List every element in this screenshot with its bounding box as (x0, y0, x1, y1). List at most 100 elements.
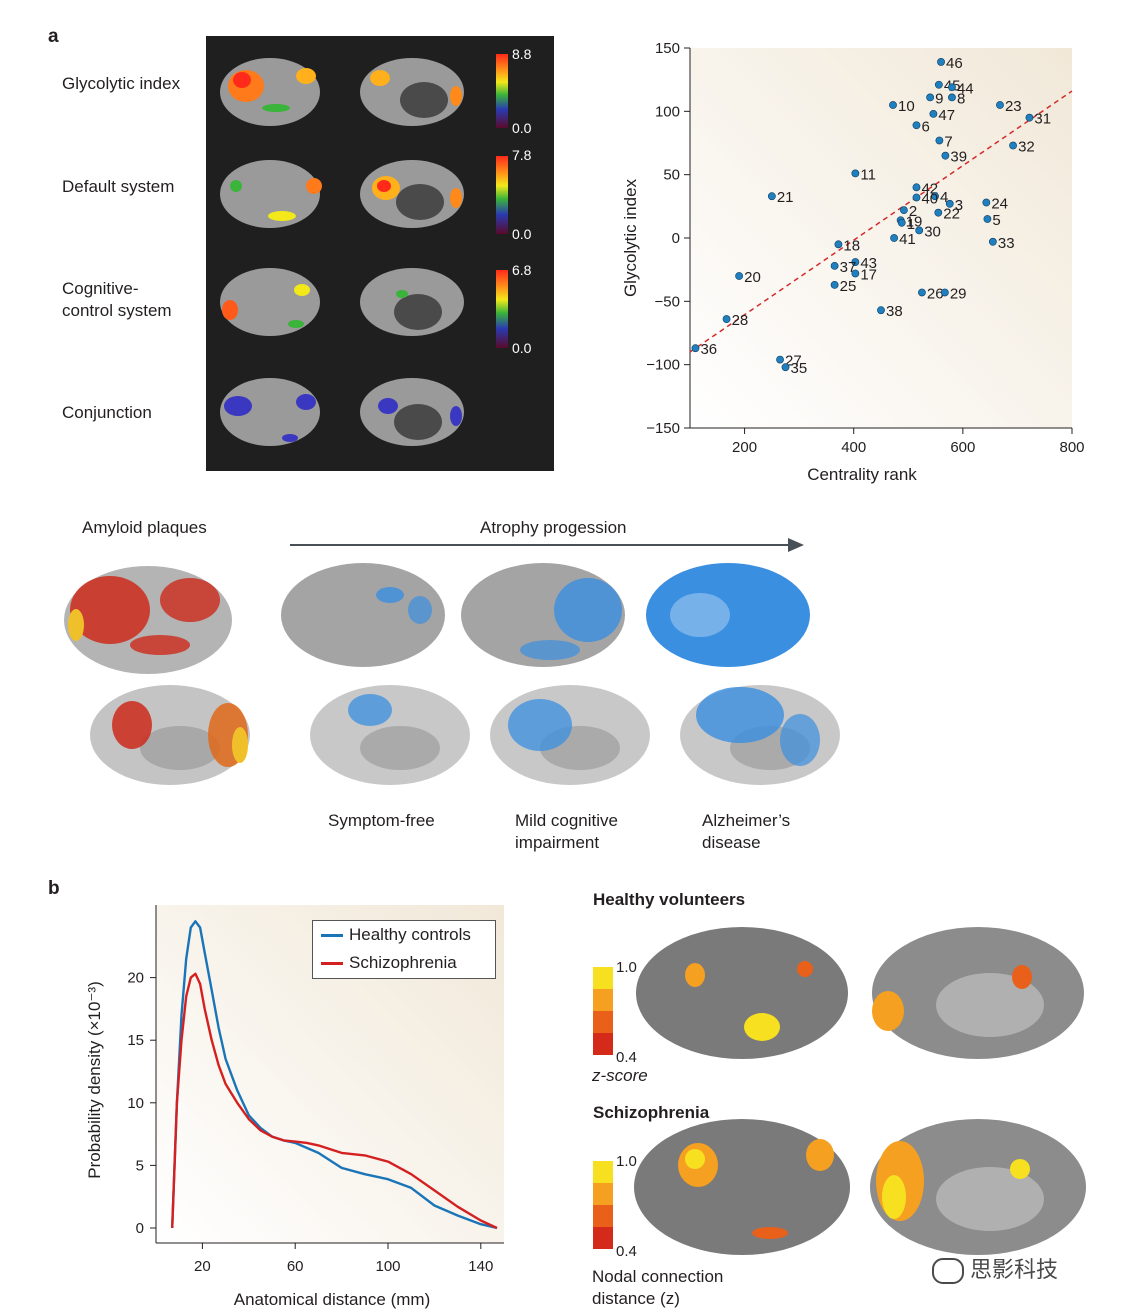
brain-row-cognitive (220, 268, 464, 336)
scatter-point-label: 8 (957, 90, 965, 107)
scatter-point (996, 101, 1004, 109)
scatter-point (722, 315, 731, 323)
atrophy-title: Atrophy progession (480, 518, 627, 537)
scatter-point (851, 169, 860, 178)
density-x-tick-label: 100 (375, 1258, 400, 1275)
scatter-point-label: 6 (921, 118, 929, 135)
scatter-points: 4645449810234731673239114242140324222519… (691, 55, 1051, 377)
scatter-point-label: 39 (950, 149, 967, 166)
scatter-y-tick-label: 150 (655, 40, 680, 57)
zscore-bin-1 (593, 967, 613, 989)
scatter-y-tick-label: −100 (646, 357, 680, 374)
nodal-bin-2 (593, 1183, 613, 1205)
nodal-label: Nodal connection distance (z) (592, 1267, 724, 1308)
scatter-axes: −150 −100 −50 0 50 100 150 200 400 600 800 (646, 40, 1084, 456)
scatter-x-tick-label: 200 (732, 439, 757, 456)
scatter-point (934, 208, 943, 217)
scatter-point-label: 43 (860, 255, 877, 272)
scatter-point-label: 33 (998, 235, 1015, 252)
density-y-tick-label: 0 (136, 1220, 144, 1237)
scatter-point (1009, 141, 1017, 150)
colorbar-cognitive (496, 270, 508, 348)
scatter-point-label: 46 (946, 55, 963, 72)
scatter-point (912, 121, 921, 130)
scatter-point-label: 24 (991, 196, 1008, 213)
scatter-point (735, 272, 744, 280)
schizo-title: Schizophrenia (593, 1103, 710, 1122)
nodal-max-label: 1.0 (616, 1153, 637, 1170)
scatter-point-label: 30 (924, 223, 941, 240)
scatter-point-label: 19 (906, 213, 923, 230)
brain-maps-svg (220, 54, 508, 446)
scatter-point (983, 215, 992, 223)
scatter-point (941, 151, 950, 160)
scatter-point (877, 306, 885, 315)
scatter-y-tick-label: −50 (655, 293, 680, 310)
density-ylabel: Probability density (×10⁻³) (85, 981, 104, 1178)
scatter-point-label: 17 (860, 266, 877, 283)
colorbar-glycolytic-min: 0.0 (512, 120, 532, 136)
density-x-tick-label: 60 (287, 1258, 304, 1275)
scatter-point-label: 28 (732, 312, 749, 329)
atrophy-arrow-head (788, 538, 804, 552)
scatter-point-label: 7 (944, 133, 952, 150)
legend-item-healthy: Healthy controls (321, 924, 471, 946)
row-label-default: Default system (62, 177, 175, 196)
scatter-x-tick-label: 800 (1059, 439, 1084, 456)
zscore-label: z-score (592, 1066, 648, 1085)
schizo-medial-brain (870, 1119, 1086, 1255)
scatter-point (1025, 113, 1034, 122)
nodal-min-label: 0.4 (616, 1243, 637, 1260)
scatter-point-label: 38 (886, 303, 903, 320)
atrophy-symptom-free-lateral (281, 563, 445, 667)
panel-letter-a: a (48, 26, 59, 47)
scatter-point-label: 44 (957, 80, 974, 97)
legend-label-schizo: Schizophrenia (349, 953, 457, 972)
density-lines (171, 920, 498, 1230)
colorbar-glycolytic (496, 54, 508, 128)
watermark: 思影科技 (932, 1252, 1058, 1285)
amyloid-title: Amyloid plaques (82, 518, 207, 537)
row-label-glycolytic: Glycolytic index (62, 74, 181, 93)
scatter-point-label: 29 (950, 285, 967, 302)
colorbar-default (496, 156, 508, 234)
nodal-bin-4 (593, 1227, 613, 1249)
scatter-y-tick-label: −150 (646, 420, 680, 437)
scatter-point-label: 26 (927, 285, 944, 302)
density-y-tick-label: 10 (127, 1095, 144, 1112)
scatter-point-label: 20 (744, 269, 761, 286)
scatter-point (935, 136, 944, 145)
scatter-point (926, 93, 935, 102)
scatter-point-label: 47 (938, 107, 955, 124)
scatter-point (988, 237, 997, 246)
scatter-point-label: 22 (943, 206, 960, 223)
legend-label-healthy: Healthy controls (349, 925, 471, 944)
scatter-point-label: 41 (899, 231, 916, 248)
scatter-point-label: 9 (935, 90, 943, 107)
scatter-point (915, 226, 924, 235)
scatter-point-label: 4 (940, 189, 948, 206)
density-legend: Healthy controls Schizophrenia (312, 920, 496, 979)
density-line-schizo (171, 972, 498, 1230)
scatter-point (937, 58, 945, 66)
scatter-point (776, 355, 784, 364)
healthy-title: Healthy volunteers (593, 890, 746, 909)
colorbar-default-min: 0.0 (512, 226, 532, 242)
healthy-medial-brain (872, 927, 1084, 1059)
scatter-point-label: 25 (840, 278, 857, 295)
scatter-point (948, 83, 956, 92)
scatter-point (889, 101, 897, 109)
scatter-point-label: 32 (1018, 139, 1035, 156)
brain-row-default (220, 160, 464, 228)
scatter-point-label: 2 (909, 203, 917, 220)
schizo-lateral-brain (634, 1119, 850, 1255)
row-label-cognitive: Cognitive- control system (62, 279, 172, 320)
density-axes: 0 5 10 15 20 20 60 100 140 (127, 905, 504, 1275)
scatter-point (912, 193, 921, 202)
scatter-point-label: 10 (898, 98, 915, 115)
legend-swatch-schizo (321, 962, 343, 966)
atrophy-ad-lateral (646, 563, 810, 667)
colorbar-glycolytic-max: 8.8 (512, 46, 532, 62)
density-x-tick-label: 140 (468, 1258, 493, 1275)
atrophy-mci-lateral (461, 563, 625, 667)
